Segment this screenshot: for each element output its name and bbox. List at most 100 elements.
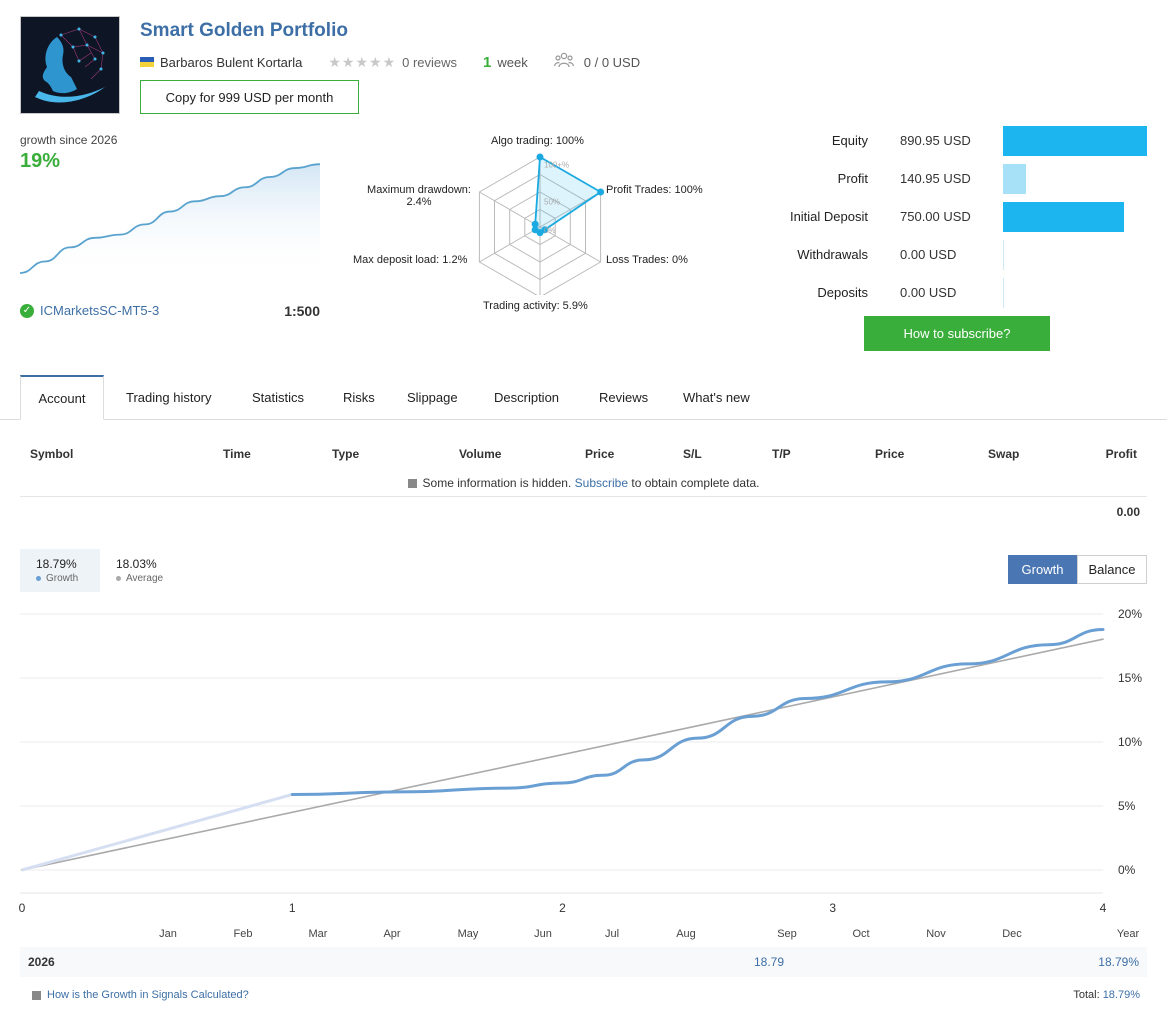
legend-growth-text: Growth xyxy=(46,573,79,584)
radar-axis xyxy=(479,191,541,228)
stat-label: Deposits xyxy=(817,285,868,300)
copy-button[interactable]: Copy for 999 USD per month xyxy=(140,80,359,114)
radar-ring-label: 50% xyxy=(544,198,560,207)
stat-value: 0.00 USD xyxy=(900,285,957,300)
legend-growth[interactable]: 18.79% Growth xyxy=(20,549,100,592)
month-label: Dec xyxy=(1002,928,1022,940)
tab-reviews[interactable]: Reviews xyxy=(599,390,649,405)
average-dot-icon xyxy=(116,576,121,581)
growth-calculation-text[interactable]: How is the Growth in Signals Calculated? xyxy=(47,989,249,1001)
y-tick-label: 15% xyxy=(1118,671,1142,685)
year-label: 2026 xyxy=(28,955,55,969)
verified-shield-icon: ✓ xyxy=(20,303,34,318)
legend-average-text: Average xyxy=(126,573,164,584)
radar-label-drawdown-title: Maximum drawdown: xyxy=(367,184,471,196)
radar-label-loss: Loss Trades: 0% xyxy=(606,254,688,266)
col-tp: T/P xyxy=(772,447,791,461)
balance-toggle-button[interactable]: Balance xyxy=(1077,555,1147,584)
tab-account[interactable]: Account xyxy=(20,375,104,420)
weeks-label: week xyxy=(497,54,528,70)
series-line-average xyxy=(21,638,1104,871)
tab-slippage[interactable]: Slippage xyxy=(407,390,458,405)
how-to-subscribe-button[interactable]: How to subscribe? xyxy=(864,316,1050,351)
radar-label-activity: Trading activity: 5.9% xyxy=(483,300,588,312)
stat-value: 750.00 USD xyxy=(900,209,971,224)
radar-chart: 100+% 50% 0% xyxy=(478,153,605,295)
year-month-value: 18.79 xyxy=(754,955,785,969)
tab-whats-new[interactable]: What's new xyxy=(683,390,750,405)
signal-title[interactable]: Smart Golden Portfolio xyxy=(140,20,348,41)
radar-point xyxy=(536,153,544,161)
tab-risks[interactable]: Risks xyxy=(343,390,375,405)
radar-label-drawdown: Maximum drawdown: 2.4% xyxy=(361,184,477,208)
stat-bar xyxy=(1003,202,1124,232)
info-icon xyxy=(32,990,41,1000)
mini-growth-chart xyxy=(20,163,320,277)
month-label: Nov xyxy=(926,928,946,940)
legend-growth-label: Growth xyxy=(36,573,78,584)
radar-label-algo: Algo trading: 100% xyxy=(491,135,584,147)
subscribers-icon xyxy=(553,52,574,72)
month-label: May xyxy=(458,928,479,940)
radar-point xyxy=(597,188,605,196)
radar-axis xyxy=(539,226,601,263)
total-profit: 0.00 xyxy=(1116,505,1140,519)
growth-toggle-button[interactable]: Growth xyxy=(1008,555,1077,584)
broker-server[interactable]: ✓ ICMarketsSC-MT5-3 xyxy=(20,303,159,318)
footer-total-label: Total: xyxy=(1073,989,1100,1001)
col-sl: S/L xyxy=(683,447,702,461)
col-time: Time xyxy=(223,447,251,461)
subscribe-link[interactable]: Subscribe xyxy=(574,476,629,490)
radar-label-profit: Profit Trades: 100% xyxy=(606,184,703,196)
y-tick-label: 5% xyxy=(1118,799,1136,813)
year-row: 2026 18.79 18.79% xyxy=(20,947,1147,977)
x-tick-label: 4 xyxy=(1100,901,1107,915)
radar-label-drawdown-value: 2.4% xyxy=(406,196,432,208)
stat-label: Equity xyxy=(831,133,868,148)
legend-average[interactable]: 18.03% Average xyxy=(116,549,196,592)
stat-label: Initial Deposit xyxy=(789,209,868,224)
hidden-info-notice: Some information is hidden. Subscribe to… xyxy=(0,476,1167,490)
stat-bar xyxy=(1003,278,1004,308)
tab-description[interactable]: Description xyxy=(494,390,560,405)
x-tick-label: 3 xyxy=(829,901,836,915)
month-label: Jun xyxy=(534,928,552,940)
legend-average-label: Average xyxy=(116,573,163,584)
hidden-info-suffix: to obtain complete data. xyxy=(631,476,760,490)
radar-ring-label: 100+% xyxy=(544,160,569,169)
series-line-growth xyxy=(290,627,1105,796)
tab-statistics[interactable]: Statistics xyxy=(252,390,305,405)
radar-ring-label: 0% xyxy=(544,226,556,235)
month-label: Oct xyxy=(852,928,869,940)
col-price-close: Price xyxy=(875,447,905,461)
month-label: Apr xyxy=(383,928,400,940)
stat-value: 140.95 USD xyxy=(900,171,971,186)
leverage: 1:500 xyxy=(284,303,320,319)
mini-chart-area xyxy=(20,164,320,277)
stat-label: Profit xyxy=(837,171,868,186)
stat-bar xyxy=(1003,126,1147,156)
mini-chart-line xyxy=(20,163,320,274)
author-name[interactable]: Barbaros Bulent Kortarla xyxy=(160,54,303,70)
x-tick-label: 0 xyxy=(19,901,26,915)
subscribers-count: 0 / 0 USD xyxy=(583,54,641,70)
radar-point xyxy=(531,220,539,228)
broker-name[interactable]: ICMarketsSC-MT5-3 xyxy=(40,303,160,318)
rating-stars-icon: ★★★★★ xyxy=(328,53,397,70)
month-label: Aug xyxy=(676,928,696,940)
col-swap: Swap xyxy=(988,447,1020,461)
month-label: Sep xyxy=(777,928,797,940)
growth-since-label: growth since 2026 xyxy=(20,133,118,147)
tab-trading-history[interactable]: Trading history xyxy=(126,390,212,405)
growth-calculation-link[interactable]: How is the Growth in Signals Calculated? xyxy=(32,989,249,1001)
radar-axis xyxy=(479,226,541,263)
col-volume: Volume xyxy=(459,447,502,461)
signal-logo xyxy=(20,16,120,114)
y-tick-label: 20% xyxy=(1118,607,1142,621)
reviews-count[interactable]: 0 reviews xyxy=(402,54,458,70)
y-tick-label: 0% xyxy=(1118,863,1136,877)
col-type: Type xyxy=(332,447,360,461)
growth-gap-segment xyxy=(21,793,293,872)
table-divider xyxy=(20,496,1147,497)
month-label: Jan xyxy=(159,928,177,940)
